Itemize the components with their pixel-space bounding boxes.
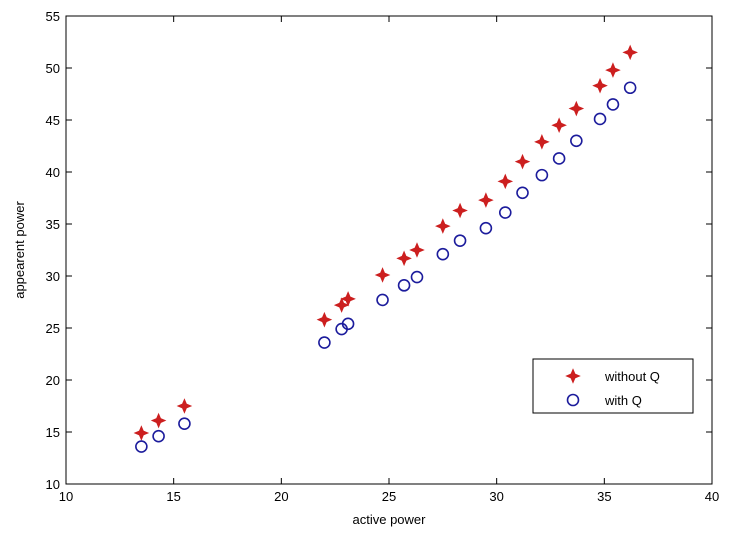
data-point [333, 297, 350, 313]
data-point [592, 77, 608, 94]
data-point [397, 279, 411, 292]
data-point [374, 267, 391, 283]
data-point [570, 134, 583, 148]
series-layer [133, 44, 638, 453]
x-tick-label: 25 [382, 489, 396, 504]
x-tick-label: 10 [59, 489, 73, 504]
y-tick-label: 35 [46, 217, 60, 232]
data-point [534, 134, 550, 150]
y-tick-label: 25 [46, 321, 60, 336]
y-axis-label: appearent power [12, 201, 27, 299]
y-tick-label: 50 [46, 61, 60, 76]
y-tick-label: 40 [46, 165, 60, 180]
data-point [593, 112, 607, 126]
data-point [497, 173, 514, 190]
x-tick-label: 15 [166, 489, 180, 504]
data-point [516, 186, 529, 200]
data-point [622, 44, 638, 61]
plot-area [65, 15, 713, 485]
data-point [133, 425, 150, 441]
data-point [410, 270, 424, 284]
y-tick-label: 15 [46, 425, 60, 440]
data-point [568, 100, 585, 117]
data-point [318, 336, 331, 349]
y-tick-label: 10 [46, 477, 60, 492]
legend-label-without-q: without Q [604, 369, 660, 384]
data-point [498, 206, 512, 219]
legend-box [532, 358, 694, 414]
x-tick-label: 35 [597, 489, 611, 504]
x-axis-ticks: 10 15 20 25 30 35 40 [59, 16, 719, 504]
data-point [341, 317, 355, 331]
data-point [514, 153, 531, 170]
x-tick-label: 30 [489, 489, 503, 504]
legend-marker-without-q [565, 368, 581, 384]
data-point [409, 242, 425, 258]
data-point [176, 398, 193, 414]
data-point [478, 192, 494, 208]
data-point [178, 417, 191, 430]
y-tick-label: 20 [46, 373, 60, 388]
data-point [340, 291, 356, 307]
y-tick-label: 30 [46, 269, 60, 284]
data-point [152, 429, 165, 443]
data-point [606, 98, 620, 111]
data-point [376, 293, 389, 307]
y-axis-ticks: 10 15 20 25 30 35 40 45 50 55 [46, 9, 712, 492]
y-tick-label: 55 [46, 9, 60, 24]
series-without-q [133, 44, 638, 441]
x-tick-label: 20 [274, 489, 288, 504]
series-with-q [135, 81, 637, 453]
data-point [436, 247, 450, 261]
legend-marker-symbol [565, 368, 581, 384]
legend-marker-symbol [566, 393, 580, 407]
legend-marker-with-q [566, 393, 580, 407]
data-point [453, 234, 467, 247]
data-point [150, 412, 167, 429]
data-point [623, 81, 637, 95]
legend-label-with-q: with Q [604, 393, 642, 408]
legend: without Q with Q [532, 358, 694, 414]
data-point [479, 221, 493, 235]
data-point [452, 202, 468, 219]
y-tick-label: 45 [46, 113, 60, 128]
data-point [552, 152, 566, 165]
data-point [135, 440, 148, 453]
data-point [535, 168, 549, 182]
data-point [316, 311, 333, 328]
x-axis-label: active power [353, 512, 427, 527]
data-point [551, 117, 567, 133]
x-tick-label: 40 [705, 489, 719, 504]
data-point [435, 218, 451, 234]
data-point [605, 62, 621, 78]
data-point [396, 250, 412, 267]
